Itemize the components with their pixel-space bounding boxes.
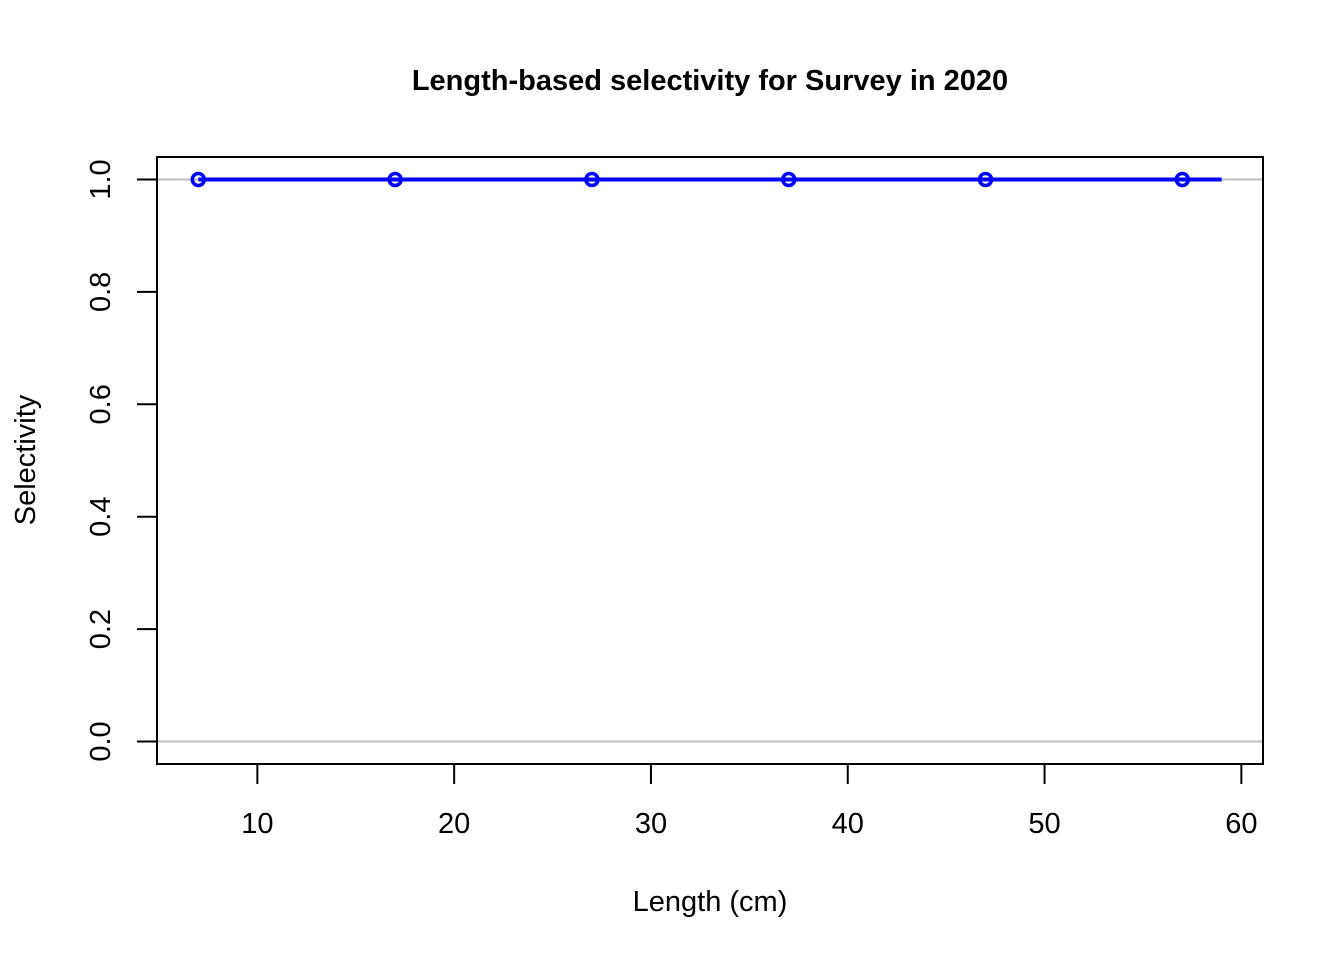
data-point-3 — [780, 171, 797, 188]
y-tick-label-0: 0.0 — [85, 721, 117, 761]
x-tick-label-4: 50 — [1028, 808, 1060, 840]
x-axis: 10 20 30 40 50 60 — [241, 764, 1257, 840]
x-axis-label: Length (cm) — [633, 886, 788, 918]
x-tick-label-0: 10 — [241, 808, 273, 840]
y-tick-label-3: 0.6 — [85, 384, 117, 424]
x-tick-label-5: 60 — [1225, 808, 1257, 840]
reference-lines — [157, 178, 1263, 743]
y-tick-label-4: 0.8 — [85, 272, 117, 312]
y-tick-label-1: 0.2 — [85, 609, 117, 649]
y-axis-label: Selectivity — [10, 394, 42, 525]
data-point-4 — [977, 171, 994, 188]
data-point-5 — [1174, 171, 1191, 188]
y-tick-label-2: 0.4 — [85, 497, 117, 537]
series-layer — [190, 171, 1222, 188]
y-tick-label-5: 1.0 — [85, 159, 117, 199]
y-axis: 0.0 0.2 0.4 0.6 0.8 1.0 — [85, 159, 157, 762]
chart-title: Length-based selectivity for Survey in 2… — [412, 65, 1008, 97]
x-tick-label-3: 40 — [832, 808, 864, 840]
x-tick-label-1: 20 — [438, 808, 470, 840]
data-point-1 — [387, 171, 403, 188]
data-point-2 — [584, 171, 600, 188]
data-point-0 — [190, 171, 207, 188]
x-tick-label-2: 30 — [635, 808, 667, 840]
plot-frame — [156, 156, 1264, 765]
